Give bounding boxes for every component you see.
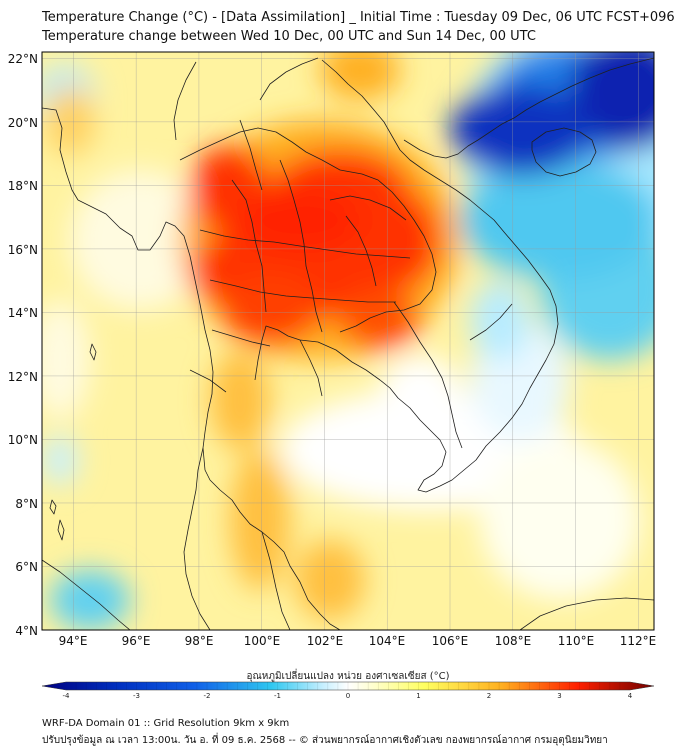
- colorbar-tick-label: -4: [63, 692, 71, 700]
- colorbar-tick-label: 3: [557, 692, 561, 700]
- colorbar-tick-label: 2: [487, 692, 491, 700]
- lat-tick-label: 12°N: [8, 370, 38, 384]
- colorbar: อุณหภูมิเปลี่ยนแปลง หน่วย องศาเซลเซียส (…: [41, 668, 655, 700]
- lon-tick-label: 104°E: [369, 634, 406, 648]
- temperature-change-map: 94°E 96°E 98°E 100°E 102°E 104°E 106°E 1…: [8, 51, 657, 700]
- lon-axis: 94°E 96°E 98°E 100°E 102°E 104°E 106°E 1…: [59, 634, 657, 648]
- lat-axis: 22°N 20°N 18°N 16°N 14°N 12°N 10°N 8°N 6…: [8, 52, 38, 638]
- lat-tick-label: 8°N: [15, 497, 38, 511]
- colorbar-title: อุณหภูมิเปลี่ยนแปลง หน่วย องศาเซลเซียส (…: [246, 668, 449, 682]
- lon-tick-label: 102°E: [307, 634, 344, 648]
- lon-tick-label: 100°E: [244, 634, 281, 648]
- lon-tick-label: 112°E: [620, 634, 657, 648]
- lat-tick-label: 4°N: [15, 624, 38, 638]
- colorbar-tick-label: 4: [628, 692, 633, 700]
- colorbar-tick-label: -3: [133, 692, 140, 700]
- lon-tick-label: 98°E: [185, 634, 214, 648]
- lon-tick-label: 110°E: [558, 634, 595, 648]
- coastlines-and-borders: [42, 57, 654, 630]
- lon-tick-label: 94°E: [59, 634, 88, 648]
- colorbar-tick-label: -2: [204, 692, 211, 700]
- lat-tick-label: 14°N: [8, 306, 38, 320]
- map-title: Temperature Change (°C) - [Data Assimila…: [42, 10, 675, 25]
- temperature-field: [42, 52, 654, 630]
- lon-tick-label: 108°E: [495, 634, 532, 648]
- colorbar-bar: [41, 681, 655, 691]
- colorbar-tick-label: 1: [416, 692, 420, 700]
- lon-tick-label: 96°E: [122, 634, 151, 648]
- lat-tick-label: 16°N: [8, 243, 38, 257]
- colorbar-tick-label: 0: [346, 692, 350, 700]
- lat-tick-label: 22°N: [8, 52, 38, 66]
- lat-tick-label: 6°N: [15, 560, 38, 574]
- footer-model-info: WRF-DA Domain 01 :: Grid Resolution 9km …: [42, 718, 290, 729]
- map-frame: [41, 51, 655, 631]
- lat-tick-label: 18°N: [8, 179, 38, 193]
- lon-tick-label: 106°E: [432, 634, 469, 648]
- map-subtitle: Temperature change between Wed 10 Dec, 0…: [42, 29, 536, 44]
- lat-tick-label: 10°N: [8, 433, 38, 447]
- footer-credit: ปรับปรุงข้อมูล ณ เวลา 13:00น. วัน อ. ที่…: [42, 735, 608, 746]
- colorbar-tick-label: -1: [274, 692, 281, 700]
- lat-tick-label: 20°N: [8, 116, 38, 130]
- graticule: [42, 52, 654, 630]
